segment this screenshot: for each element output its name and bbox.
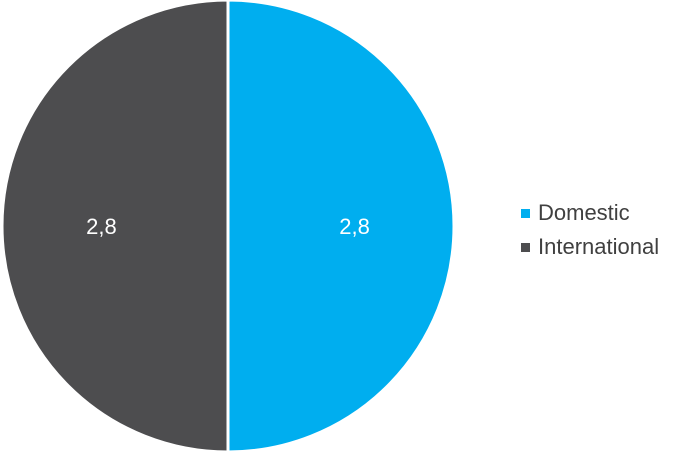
legend-swatch-international [521, 242, 530, 252]
legend-item-domestic: Domestic [521, 196, 659, 230]
legend-label-international: International [538, 234, 660, 259]
pie-slice-international [0, 0, 230, 452]
legend-label-domestic: Domestic [538, 200, 630, 225]
legend: Domestic International [521, 196, 659, 264]
data-label-domestic: 2,8 [339, 214, 370, 239]
pie-slice-domestic [226, 0, 456, 452]
legend-item-international: International [521, 230, 659, 264]
data-label-international: 2,8 [86, 214, 117, 239]
legend-swatch-domestic [521, 208, 530, 218]
